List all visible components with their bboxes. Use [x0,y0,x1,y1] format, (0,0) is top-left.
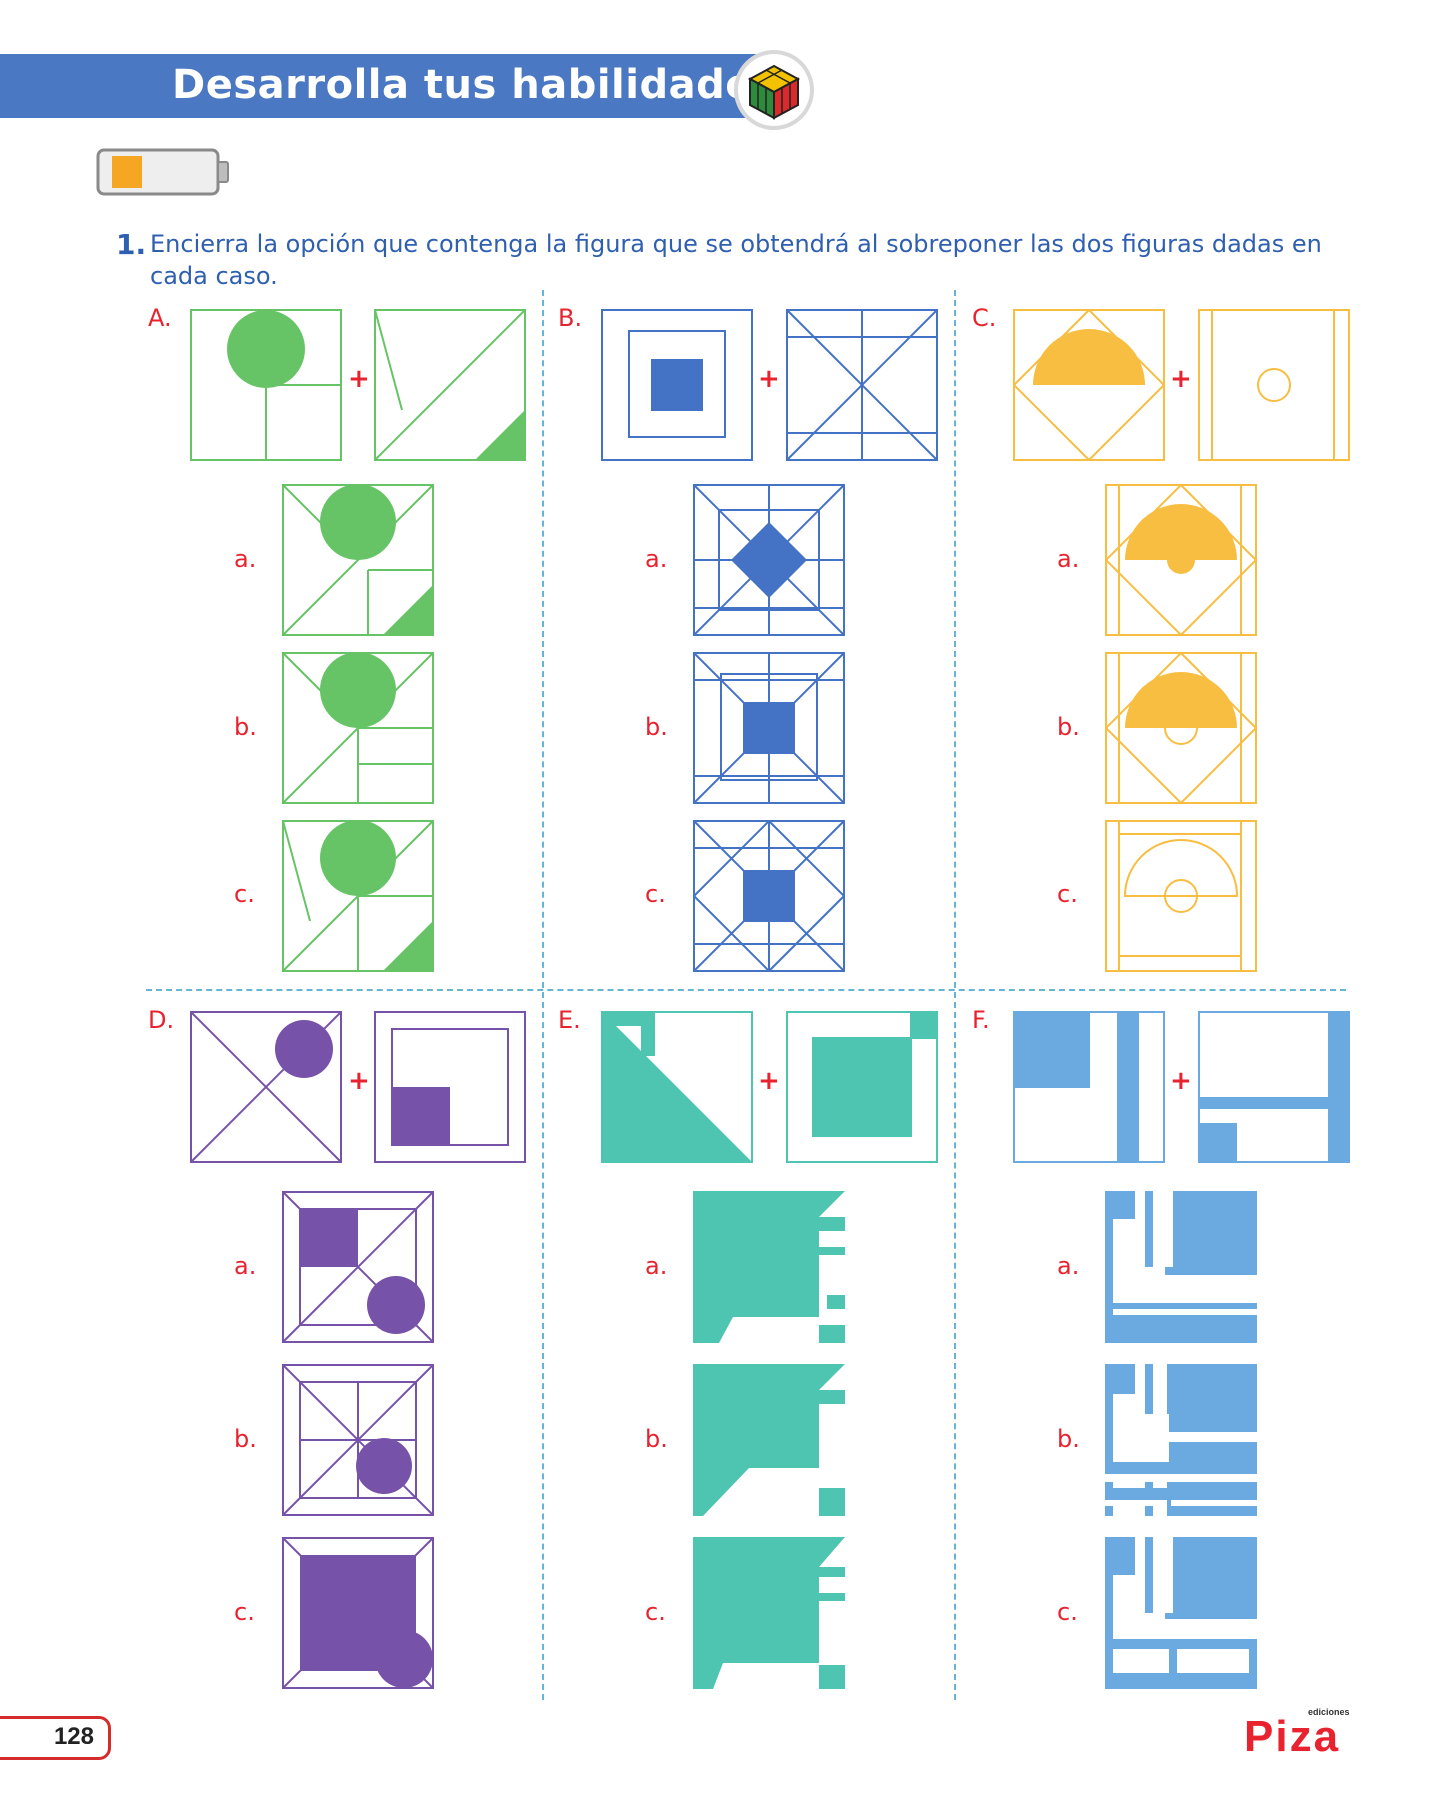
figure-b-option-b[interactable] [693,652,845,804]
figure-a-option-b[interactable] [282,652,434,804]
option-label[interactable]: c. [234,880,255,908]
option-label[interactable]: b. [1057,1425,1080,1453]
figure-b-given-2 [786,309,938,461]
figure-e-given-2 [786,1011,938,1163]
header-banner [0,54,770,118]
publisher-logo: Piza [1244,1712,1341,1761]
figure-d-option-a[interactable] [282,1191,434,1343]
figure-c-option-a[interactable] [1105,484,1257,636]
option-label[interactable]: c. [1057,1598,1078,1626]
figure-f-option-c[interactable] [1105,1537,1257,1689]
page-title: Desarrolla tus habilidades [172,62,778,108]
column-separator [954,290,956,1700]
option-label[interactable]: a. [1057,1252,1080,1280]
figure-f-option-b[interactable] [1105,1364,1257,1516]
figure-b-option-a[interactable] [693,484,845,636]
figure-a-option-a[interactable] [282,484,434,636]
figure-a-option-c[interactable] [282,820,434,972]
figure-c-option-c[interactable] [1105,820,1257,972]
problem-label-e: E. [558,1006,581,1034]
figure-c-given-1 [1013,309,1165,461]
battery-icon [96,148,236,202]
plus-sign: + [758,1066,780,1096]
plus-sign: + [1170,1066,1192,1096]
plus-sign: + [758,364,780,394]
figure-e-option-a[interactable] [693,1191,845,1343]
plus-sign: + [348,364,370,394]
problem-label-c: C. [972,304,997,332]
figure-c-given-2 [1198,309,1350,461]
option-label[interactable]: b. [645,1425,668,1453]
option-label[interactable]: b. [1057,713,1080,741]
option-label[interactable]: b. [234,1425,257,1453]
figure-f-given-2 [1198,1011,1350,1163]
problem-label-b: B. [558,304,583,332]
publisher-small-text: ediciones [1308,1707,1350,1717]
option-label[interactable]: a. [645,1252,668,1280]
figure-a-given-2 [374,309,526,461]
figure-e-option-c[interactable] [693,1537,845,1689]
option-label[interactable]: a. [234,1252,257,1280]
option-label[interactable]: a. [645,545,668,573]
option-label[interactable]: c. [234,1598,255,1626]
option-label[interactable]: a. [234,545,257,573]
column-separator [542,290,544,1700]
figure-b-given-1 [601,309,753,461]
rubiks-cube-icon [734,50,814,130]
option-label[interactable]: a. [1057,545,1080,573]
figure-b-option-c[interactable] [693,820,845,972]
page-number-tab: 128 [0,1716,111,1760]
figure-c-option-b[interactable] [1105,652,1257,804]
option-label[interactable]: c. [1057,880,1078,908]
exercise-instruction: Encierra la opción que contenga la figur… [150,230,1322,290]
option-label[interactable]: c. [645,1598,666,1626]
option-label[interactable]: b. [645,713,668,741]
figure-e-given-1 [601,1011,753,1163]
figure-d-given-1 [190,1011,342,1163]
problem-label-a: A. [148,304,172,332]
figure-f-option-a[interactable] [1105,1191,1257,1343]
figure-e-option-b[interactable] [693,1364,845,1516]
figure-a-given-1 [190,309,342,461]
plus-sign: + [1170,364,1192,394]
plus-sign: + [348,1066,370,1096]
option-label[interactable]: b. [234,713,257,741]
exercise-number: 1. [116,228,147,261]
row-separator [146,989,1346,991]
option-label[interactable]: c. [645,880,666,908]
problem-label-f: F. [972,1006,990,1034]
figure-d-given-2 [374,1011,526,1163]
figure-f-given-1 [1013,1011,1165,1163]
figure-d-option-b[interactable] [282,1364,434,1516]
page-number: 128 [53,1723,94,1750]
figure-d-option-c[interactable] [282,1537,434,1689]
problem-label-d: D. [148,1006,175,1034]
